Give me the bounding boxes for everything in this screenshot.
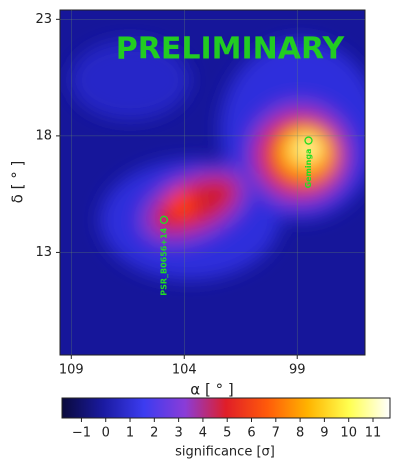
y-tick-label: 13 xyxy=(35,245,52,260)
colorbar-tick-label: 5 xyxy=(223,426,231,441)
colorbar-label: significance [σ] xyxy=(175,445,275,460)
colorbar-tick-label: 9 xyxy=(320,426,328,441)
colorbar-tick-label: 7 xyxy=(272,426,280,441)
source-label: Geminga xyxy=(304,149,313,189)
colorbar-tick-label: −1 xyxy=(72,426,91,441)
watermark: PRELIMINARY xyxy=(116,32,346,67)
colorbar-tick-label: 8 xyxy=(296,426,304,441)
y-axis-label: δ [ ° ] xyxy=(9,161,27,204)
colorbar-tick-label: 2 xyxy=(150,426,158,441)
colorbar-tick-label: 0 xyxy=(102,426,110,441)
plot-frame xyxy=(59,9,366,356)
x-tick-label: 104 xyxy=(172,363,197,378)
x-axis-label: α [ ° ] xyxy=(190,381,233,399)
y-tick-label: 23 xyxy=(35,12,52,27)
colorbar-tick-label: 10 xyxy=(340,426,357,441)
colorbar-tick-label: 6 xyxy=(247,426,255,441)
map xyxy=(60,10,365,355)
source-marker xyxy=(304,136,313,145)
colorbar xyxy=(61,397,391,419)
x-tick-label: 109 xyxy=(59,363,84,378)
source-label: PSR_B0656+14 xyxy=(159,227,168,295)
colorbar-tick-label: 1 xyxy=(126,426,134,441)
colorbar-tick-label: 4 xyxy=(199,426,207,441)
x-tick-label: 99 xyxy=(289,363,306,378)
source-marker xyxy=(159,215,169,224)
colorbar-tick-label: 3 xyxy=(174,426,182,441)
y-tick-label: 18 xyxy=(35,128,52,143)
colorbar-tick-label: 11 xyxy=(365,426,382,441)
